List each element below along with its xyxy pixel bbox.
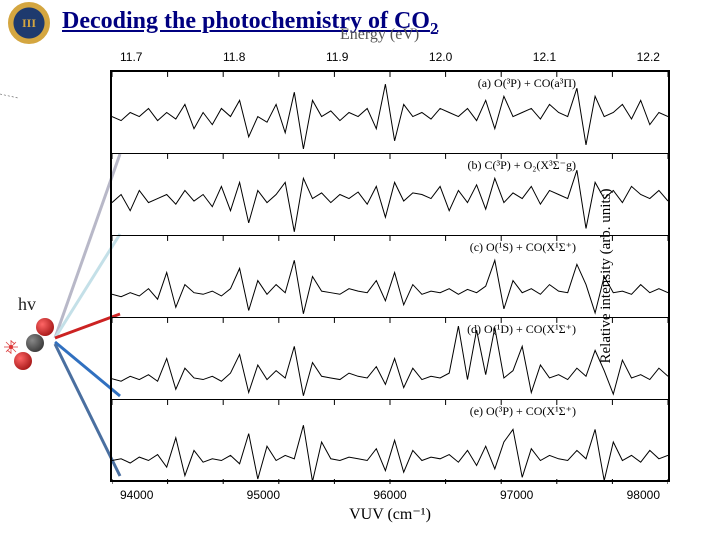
energy-axis-label-top: Energy (eV) bbox=[340, 26, 419, 44]
bottom-tick: 95000 bbox=[247, 488, 280, 502]
oxygen-atom-1 bbox=[36, 318, 54, 336]
top-tick: 11.9 bbox=[326, 50, 348, 64]
top-tick: 11.7 bbox=[120, 50, 142, 64]
carbon-atom bbox=[26, 334, 44, 352]
photon-burst bbox=[4, 340, 16, 352]
content-area: hv 11.711.811.912.012.112.2 (a) O(³P) + … bbox=[0, 46, 720, 536]
bottom-tick: 97000 bbox=[500, 488, 533, 502]
spectrum-panel: (a) O(³P) + CO(a³Π) bbox=[112, 72, 668, 154]
spectrum-panel: (c) O(¹S) + CO(X¹Σ⁺) bbox=[112, 236, 668, 318]
top-tick: 12.2 bbox=[637, 50, 660, 64]
top-tick: 12.1 bbox=[533, 50, 556, 64]
chart-area: 11.711.811.912.012.112.2 (a) O(³P) + CO(… bbox=[110, 56, 670, 496]
hv-label: hv bbox=[18, 294, 36, 315]
spectrum-panel: (e) O(³P) + CO(X¹Σ⁺) bbox=[112, 400, 668, 484]
bottom-tick: 94000 bbox=[120, 488, 153, 502]
oxygen-atom-2 bbox=[14, 352, 32, 370]
spectrum-panels: (a) O(³P) + CO(a³Π)(b) C(³P) + O₂(X³Σ⁻g)… bbox=[110, 70, 670, 482]
photon-rays bbox=[0, 46, 60, 126]
university-seal: III bbox=[8, 2, 50, 44]
x-axis-label: VUV (cm⁻¹) bbox=[349, 504, 431, 524]
bottom-tick: 98000 bbox=[627, 488, 660, 502]
seal-text: III bbox=[22, 16, 36, 31]
top-tick: 11.8 bbox=[223, 50, 245, 64]
y-axis-label: Relative intensity (arb. units) bbox=[598, 189, 615, 364]
top-axis-ticks: 11.7 11.8 11.9 12.0 12.1 12.2 bbox=[110, 50, 670, 64]
spectrum-panel: (d) O(¹D) + CO(X¹Σ⁺) bbox=[112, 318, 668, 400]
spectrum-panel: (b) C(³P) + O₂(X³Σ⁻g) bbox=[112, 154, 668, 236]
bottom-axis-ticks: 94000 95000 96000 97000 98000 bbox=[110, 488, 670, 502]
bottom-tick: 96000 bbox=[373, 488, 406, 502]
top-tick: 12.0 bbox=[429, 50, 452, 64]
